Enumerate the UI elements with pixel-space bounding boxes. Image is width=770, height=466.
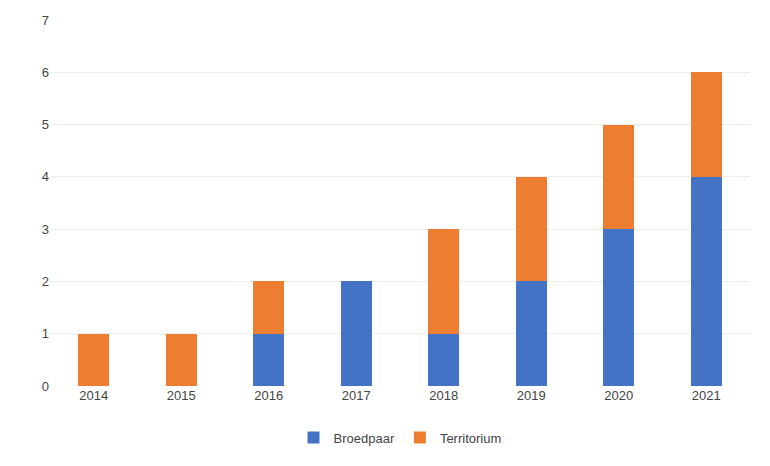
svg-text:2015: 2015 (167, 388, 196, 403)
svg-text:Broedpaar: Broedpaar (334, 431, 395, 446)
svg-text:2017: 2017 (342, 388, 371, 403)
svg-text:3: 3 (42, 222, 49, 237)
svg-text:2018: 2018 (429, 388, 458, 403)
svg-text:0: 0 (42, 379, 49, 394)
svg-text:2020: 2020 (604, 388, 633, 403)
svg-text:1: 1 (42, 326, 49, 341)
svg-text:7: 7 (42, 13, 49, 28)
svg-text:2014: 2014 (79, 388, 108, 403)
svg-text:2019: 2019 (517, 388, 546, 403)
svg-text:Territorium: Territorium (440, 431, 501, 446)
svg-text:2016: 2016 (254, 388, 283, 403)
svg-text:2021: 2021 (692, 388, 721, 403)
svg-text:2: 2 (42, 274, 49, 289)
svg-text:5: 5 (42, 117, 49, 132)
svg-text:6: 6 (42, 65, 49, 80)
svg-text:4: 4 (42, 169, 49, 184)
